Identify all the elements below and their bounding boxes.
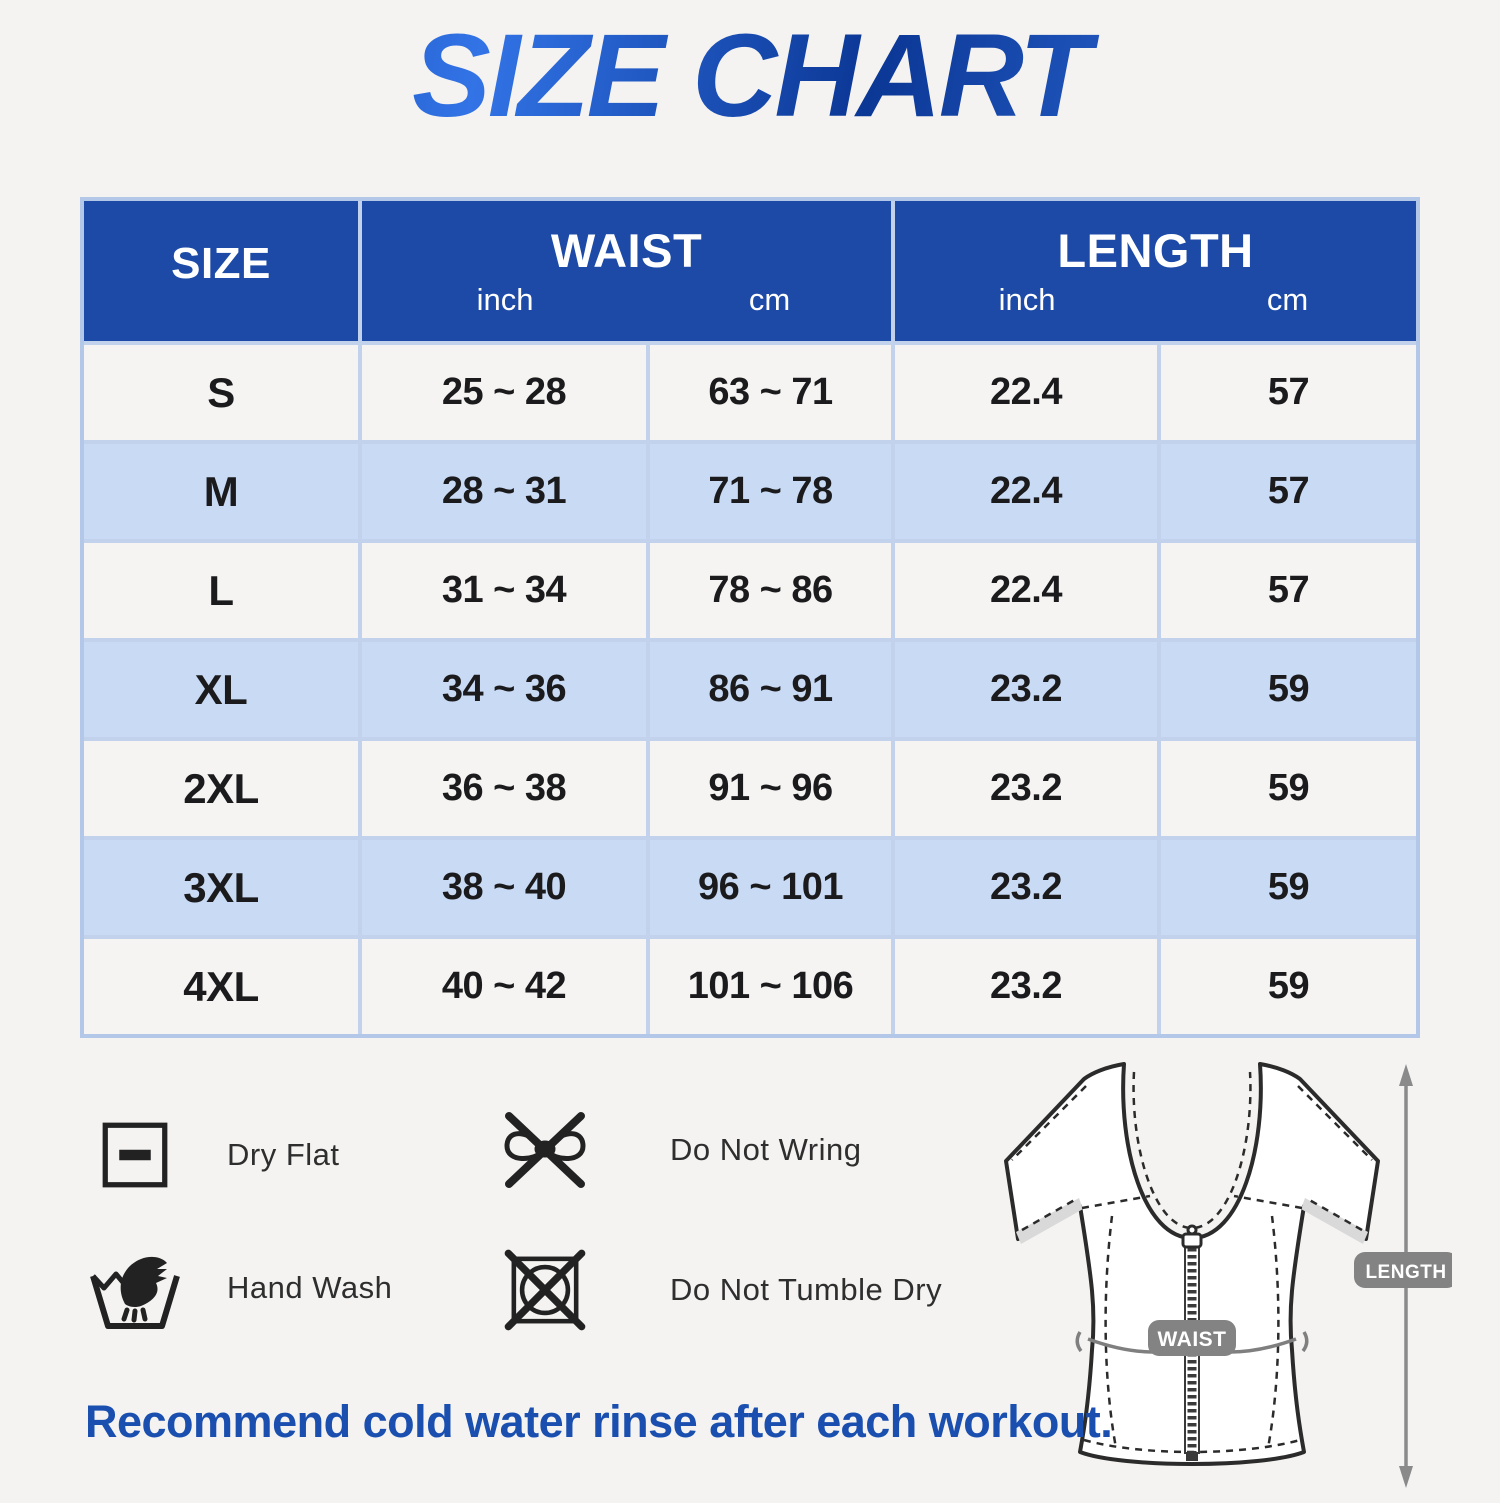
care-label: Hand Wash (227, 1270, 393, 1305)
length-inch-cell: 23.2 (895, 840, 1157, 935)
table-row: 3XL 38 ~ 40 96 ~ 101 23.2 59 (84, 840, 1416, 935)
care-label: Do Not Wring (670, 1132, 862, 1167)
size-cell: M (84, 444, 358, 539)
footer-note: Recommend cold water rinse after each wo… (85, 1396, 1113, 1447)
length-inch-cell: 22.4 (895, 543, 1157, 638)
waist-units-row: inch cm (362, 284, 891, 315)
page-title: SIZE CHART (0, 8, 1500, 144)
care-item-do-not-wring: Do Not Wring (495, 1100, 862, 1200)
length-cm-cell: 57 (1161, 543, 1416, 638)
header-cell-size: SIZE (84, 201, 358, 341)
waist-cm-unit-label: cm (748, 282, 791, 317)
care-label: Do Not Tumble Dry (670, 1272, 943, 1307)
shirt-illustration-icon: WAIST LENGTH (1004, 1062, 1458, 1488)
header-cell-length: LENGTH inch cm (895, 201, 1416, 341)
length-inch-unit-label: inch (998, 282, 1056, 317)
length-badge (1354, 1252, 1458, 1288)
care-item-hand-wash: Hand Wash (85, 1238, 392, 1338)
length-inch-cell: 23.2 (895, 642, 1157, 737)
waist-cm-cell: 91 ~ 96 (650, 741, 891, 836)
waist-inch-cell: 25 ~ 28 (362, 345, 646, 440)
waist-inch-cell: 31 ~ 34 (362, 543, 646, 638)
table-row: M 28 ~ 31 71 ~ 78 22.4 57 (84, 444, 1416, 539)
table-header-row: SIZE WAIST inch cm LENGTH inch cm (84, 201, 1416, 341)
length-inch-cell: 22.4 (895, 444, 1157, 539)
length-cm-cell: 57 (1161, 444, 1416, 539)
length-cm-cell: 59 (1161, 939, 1416, 1034)
do-not-tumble-dry-icon (495, 1240, 595, 1340)
waist-cm-cell: 101 ~ 106 (650, 939, 891, 1034)
size-cell: S (84, 345, 358, 440)
length-units-row: inch cm (895, 284, 1416, 315)
size-cell: 4XL (84, 939, 358, 1034)
length-cm-cell: 59 (1161, 741, 1416, 836)
waist-cm-cell: 96 ~ 101 (650, 840, 891, 935)
dry-flat-icon (85, 1105, 185, 1205)
waist-cm-cell: 78 ~ 86 (650, 543, 891, 638)
table-row: 2XL 36 ~ 38 91 ~ 96 23.2 59 (84, 741, 1416, 836)
size-table: SIZE WAIST inch cm LENGTH inch cm S 25 ~… (80, 197, 1420, 1038)
care-item-do-not-tumble-dry: Do Not Tumble Dry (495, 1240, 942, 1340)
waist-inch-cell: 36 ~ 38 (362, 741, 646, 836)
waist-inch-unit-label: inch (476, 282, 534, 317)
header-cell-waist: WAIST inch cm (362, 201, 891, 341)
size-cell: 2XL (84, 741, 358, 836)
waist-badge (1148, 1320, 1236, 1356)
length-badge-label: LENGTH (1365, 1262, 1446, 1283)
do-not-wring-icon (495, 1100, 595, 1200)
waist-cm-cell: 63 ~ 71 (650, 345, 891, 440)
length-cm-cell: 57 (1161, 345, 1416, 440)
table-row: XL 34 ~ 36 86 ~ 91 23.2 59 (84, 642, 1416, 737)
length-cm-unit-label: cm (1266, 282, 1309, 317)
length-cm-cell: 59 (1161, 840, 1416, 935)
table-row: 4XL 40 ~ 42 101 ~ 106 23.2 59 (84, 939, 1416, 1034)
waist-inch-cell: 28 ~ 31 (362, 444, 646, 539)
size-cell: L (84, 543, 358, 638)
size-cell: 3XL (84, 840, 358, 935)
length-inch-cell: 23.2 (895, 939, 1157, 1034)
waist-inch-cell: 40 ~ 42 (362, 939, 646, 1034)
size-column-label: SIZE (171, 239, 271, 288)
waist-cm-cell: 71 ~ 78 (650, 444, 891, 539)
waist-badge-label: WAIST (1158, 1328, 1227, 1351)
garment-diagram: WAIST LENGTH (982, 1048, 1458, 1503)
waist-inch-cell: 38 ~ 40 (362, 840, 646, 935)
waist-cm-cell: 86 ~ 91 (650, 642, 891, 737)
care-label: Dry Flat (227, 1137, 340, 1172)
length-column-label: LENGTH (1057, 224, 1254, 277)
table-row: L 31 ~ 34 78 ~ 86 22.4 57 (84, 543, 1416, 638)
length-cm-cell: 59 (1161, 642, 1416, 737)
hand-wash-icon (85, 1238, 185, 1338)
care-item-dry-flat: Dry Flat (85, 1105, 340, 1205)
size-cell: XL (84, 642, 358, 737)
length-inch-cell: 23.2 (895, 741, 1157, 836)
waist-inch-cell: 34 ~ 36 (362, 642, 646, 737)
length-inch-cell: 22.4 (895, 345, 1157, 440)
table-row: S 25 ~ 28 63 ~ 71 22.4 57 (84, 345, 1416, 440)
waist-column-label: WAIST (550, 224, 703, 277)
